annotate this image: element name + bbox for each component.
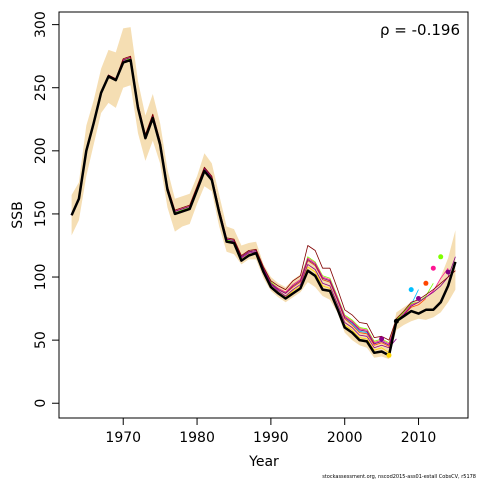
peel-end-point-3 <box>416 296 421 301</box>
retro-peel-line-2 <box>71 58 397 349</box>
x-tick-label-1990: 1990 <box>253 430 289 446</box>
footer-note: stockassessment.org, nscod2015-ass01-est… <box>322 474 476 480</box>
y-tick-label-0: 0 <box>33 399 49 408</box>
peel-end-point-1 <box>379 336 385 342</box>
plot-frame <box>58 11 469 419</box>
confidence-band <box>71 27 456 360</box>
y-tick-label-300: 300 <box>33 11 49 38</box>
retro-peel-line-6 <box>71 57 449 345</box>
retro-peel-line-3 <box>71 58 419 346</box>
rho-annotation: ρ = -0.196 <box>380 21 460 39</box>
x-axis-label: Year <box>248 454 279 470</box>
peel-end-point-6 <box>438 254 444 260</box>
peel-end-point-0 <box>386 352 392 358</box>
x-tick-label-1970: 1970 <box>105 430 141 446</box>
retro-peel-line-8 <box>71 55 456 341</box>
x-tick-label-1980: 1980 <box>179 430 215 446</box>
ssb-main-line <box>70 58 457 357</box>
y-tick-label-200: 200 <box>33 137 49 164</box>
peel-end-point-8 <box>393 318 399 324</box>
y-tick-label-100: 100 <box>33 264 49 291</box>
retro-peel-line-4 <box>71 57 427 347</box>
y-tick-label-250: 250 <box>33 74 49 101</box>
y-tick-label-50: 50 <box>33 331 49 349</box>
peel-end-point-2 <box>408 287 414 293</box>
retro-peel-line-5 <box>71 58 434 344</box>
peel-end-point-5 <box>430 265 436 271</box>
y-axis-label: SSB <box>10 201 26 228</box>
x-tick-label-2000: 2000 <box>327 430 363 446</box>
retro-peel-line-7 <box>71 57 456 346</box>
plot-area <box>70 27 457 360</box>
peel-end-point-7 <box>445 269 451 275</box>
peel-end-point-4 <box>423 280 429 286</box>
x-tick-label-2010: 2010 <box>401 430 437 446</box>
y-tick-label-150: 150 <box>33 201 49 228</box>
axes: 1970 1980 1990 2000 2010 0 50 100 150 200 250 300 <box>33 11 436 446</box>
